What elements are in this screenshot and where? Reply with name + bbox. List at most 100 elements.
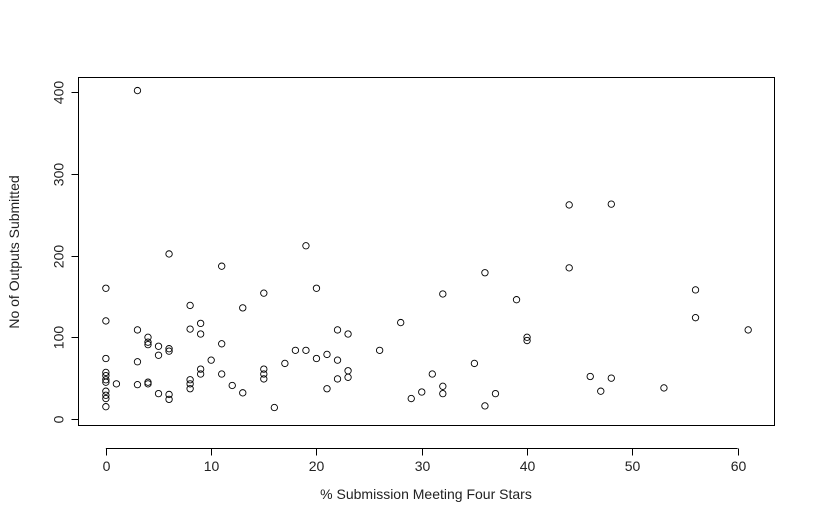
data-point (239, 304, 247, 312)
x-tick-label: 0 (103, 458, 111, 474)
data-point (691, 314, 700, 322)
data-point (344, 367, 352, 375)
data-point (102, 394, 110, 403)
data-point (375, 346, 384, 354)
data-point (607, 200, 615, 208)
data-point (102, 368, 110, 377)
data-point (523, 333, 531, 341)
data-point (102, 354, 110, 363)
data-point (133, 86, 142, 95)
data-point (660, 384, 668, 392)
data-point (523, 336, 531, 345)
data-point (154, 351, 163, 359)
data-point (133, 358, 142, 366)
data-point (102, 284, 110, 292)
data-point (470, 359, 479, 368)
plot-frame (78, 77, 775, 426)
data-point (102, 376, 110, 384)
data-point (102, 387, 110, 395)
x-tick-label: 30 (415, 458, 431, 474)
data-point (481, 402, 489, 410)
data-point (281, 359, 289, 368)
data-point (228, 381, 236, 390)
x-axis: 0 10 20 30 40 50 60 (103, 448, 747, 474)
y-axis: 0 100 200 300 400 (51, 81, 79, 423)
data-point (744, 326, 752, 334)
y-tick-label: 200 (51, 245, 67, 269)
data-point (344, 330, 352, 338)
data-point (144, 338, 152, 346)
y-tick-label: 0 (51, 415, 67, 423)
data-point (260, 370, 268, 378)
data-point (144, 340, 152, 349)
data-point (333, 375, 342, 383)
data-point (154, 389, 163, 398)
data-point (333, 356, 342, 364)
data-point (165, 345, 173, 353)
data-point (597, 387, 605, 395)
data-point (186, 376, 194, 384)
data-point (586, 372, 594, 381)
y-tick-label: 100 (51, 326, 67, 350)
data-point (207, 356, 215, 364)
data-point (102, 403, 110, 411)
data-point (397, 318, 405, 327)
data-point (407, 394, 415, 403)
x-tick-label: 50 (625, 458, 641, 474)
data-point (439, 290, 447, 298)
data-point (218, 262, 226, 270)
data-point (323, 385, 331, 393)
data-point (565, 201, 573, 209)
data-point (312, 354, 321, 363)
y-tick-label: 300 (51, 163, 67, 187)
data-point (102, 391, 110, 399)
data-point (186, 385, 194, 393)
data-points (102, 86, 752, 412)
data-point (481, 269, 489, 277)
data-point (144, 333, 152, 341)
data-point (102, 317, 110, 325)
data-point (196, 330, 205, 338)
data-point (218, 340, 226, 348)
data-point (302, 242, 310, 250)
data-point (196, 319, 205, 328)
data-point (165, 395, 173, 404)
x-axis-label: % Submission Meeting Four Stars (320, 486, 532, 502)
data-point (196, 365, 205, 373)
data-point (186, 301, 194, 310)
y-axis-label: No of Outputs Submitted (6, 175, 22, 328)
data-point (144, 380, 152, 388)
data-point (154, 342, 163, 350)
x-tick-label: 10 (204, 458, 220, 474)
data-point (270, 403, 278, 412)
data-point (439, 389, 447, 398)
data-point (186, 325, 194, 333)
data-point (344, 373, 352, 381)
data-point (323, 350, 331, 359)
data-point (565, 264, 573, 272)
data-point (186, 380, 194, 388)
data-point (302, 346, 310, 354)
data-point (312, 284, 321, 292)
data-point (133, 381, 142, 389)
data-point (165, 250, 173, 258)
data-point (260, 365, 268, 373)
data-point (291, 346, 300, 354)
data-point (428, 370, 436, 378)
data-point (239, 389, 247, 397)
data-point (691, 286, 700, 294)
data-point (512, 296, 521, 304)
data-point (260, 375, 268, 383)
data-point (607, 374, 615, 382)
data-point (491, 389, 500, 398)
data-point (218, 370, 226, 378)
x-tick-label: 40 (520, 458, 536, 474)
data-point (165, 390, 173, 399)
x-tick-label: 60 (731, 458, 747, 474)
data-point (165, 347, 173, 355)
data-point (112, 380, 121, 388)
data-point (418, 388, 426, 396)
data-point (439, 382, 447, 390)
data-point (196, 370, 205, 378)
